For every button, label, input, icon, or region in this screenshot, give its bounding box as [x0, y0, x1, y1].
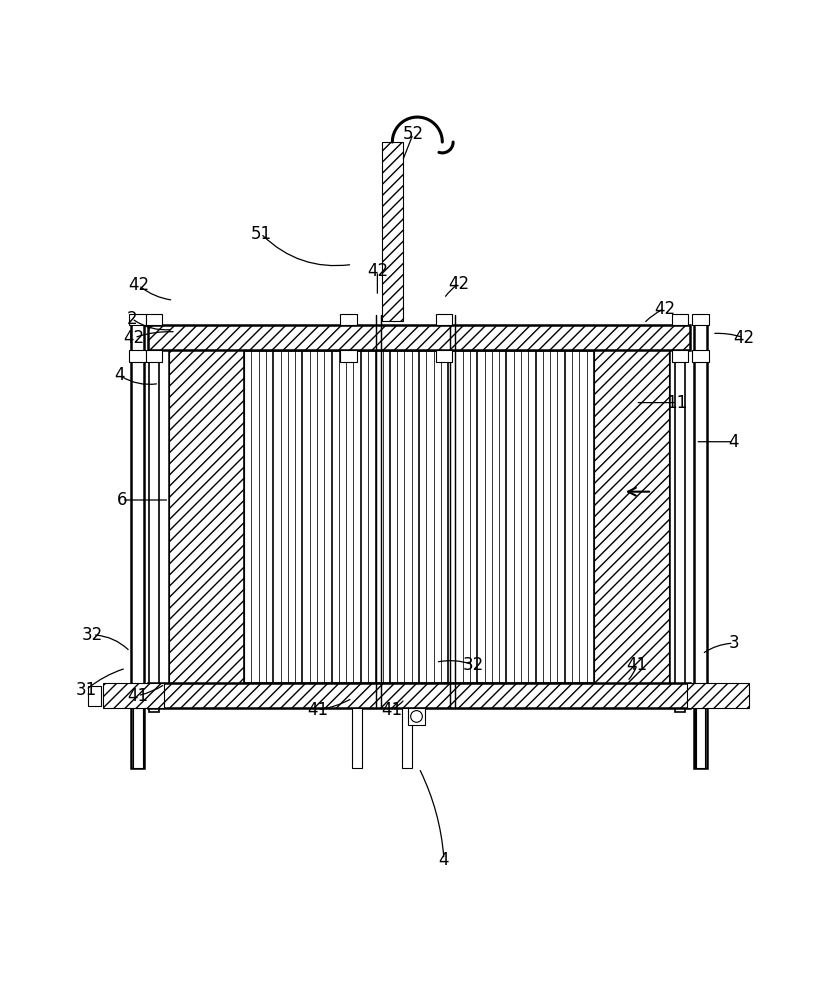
- Polygon shape: [672, 314, 688, 325]
- Text: 41: 41: [381, 701, 402, 719]
- Polygon shape: [148, 325, 690, 350]
- Polygon shape: [408, 708, 425, 725]
- Text: 52: 52: [402, 125, 424, 143]
- Polygon shape: [692, 350, 709, 362]
- Polygon shape: [382, 142, 403, 321]
- Polygon shape: [146, 350, 163, 362]
- Polygon shape: [131, 321, 144, 768]
- Text: 4: 4: [114, 366, 125, 384]
- Text: 51: 51: [251, 225, 272, 243]
- Text: 42: 42: [124, 329, 145, 347]
- Text: 11: 11: [666, 394, 688, 412]
- Text: 42: 42: [733, 329, 754, 347]
- Text: 41: 41: [307, 701, 328, 719]
- Text: 4: 4: [728, 433, 739, 451]
- Text: 32: 32: [82, 626, 103, 644]
- Text: 3: 3: [728, 634, 739, 652]
- Text: 42: 42: [448, 275, 469, 293]
- Text: 31: 31: [75, 681, 96, 699]
- Text: 42: 42: [367, 262, 388, 280]
- Polygon shape: [436, 350, 453, 362]
- Polygon shape: [687, 683, 748, 708]
- Polygon shape: [692, 314, 709, 325]
- Polygon shape: [594, 350, 669, 683]
- Text: 41: 41: [127, 687, 148, 705]
- Polygon shape: [696, 708, 706, 768]
- Polygon shape: [148, 683, 690, 708]
- Polygon shape: [88, 686, 101, 706]
- Polygon shape: [169, 350, 244, 683]
- Polygon shape: [340, 350, 356, 362]
- Text: 4: 4: [439, 851, 449, 869]
- Polygon shape: [149, 321, 158, 712]
- Polygon shape: [146, 314, 163, 325]
- Polygon shape: [132, 708, 142, 768]
- Polygon shape: [129, 350, 146, 362]
- Polygon shape: [129, 314, 146, 325]
- Polygon shape: [133, 708, 142, 768]
- Text: 6: 6: [116, 491, 127, 509]
- Polygon shape: [402, 708, 411, 768]
- Polygon shape: [696, 708, 705, 768]
- Text: 42: 42: [654, 300, 675, 318]
- Polygon shape: [353, 708, 361, 768]
- Circle shape: [411, 711, 422, 722]
- Polygon shape: [694, 321, 707, 768]
- Polygon shape: [169, 350, 669, 683]
- Text: 42: 42: [128, 276, 149, 294]
- Polygon shape: [340, 314, 356, 325]
- Polygon shape: [675, 321, 685, 712]
- Polygon shape: [672, 350, 688, 362]
- Polygon shape: [103, 683, 164, 708]
- Text: 41: 41: [627, 656, 648, 674]
- Polygon shape: [436, 314, 453, 325]
- Text: 2: 2: [127, 310, 137, 328]
- Text: 32: 32: [463, 656, 484, 674]
